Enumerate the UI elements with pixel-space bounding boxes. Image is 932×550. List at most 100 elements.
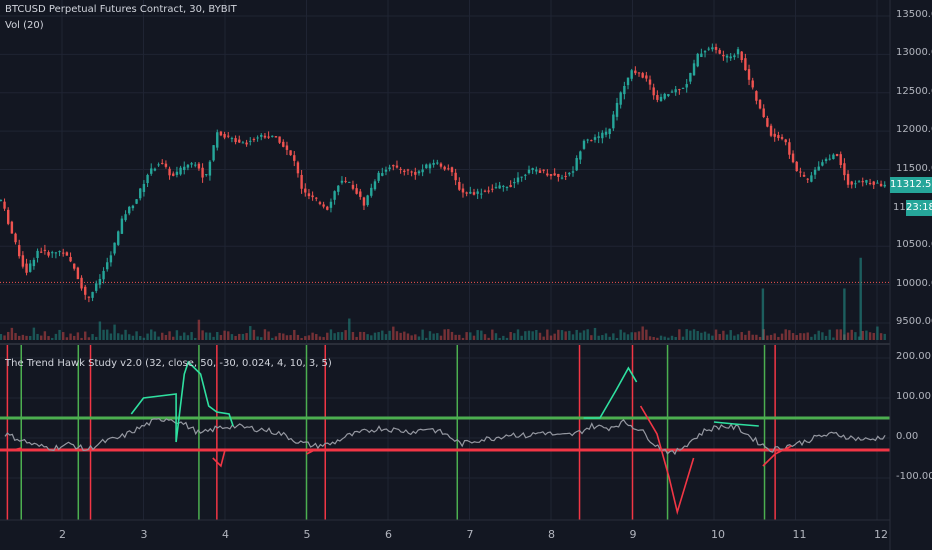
volume-bar <box>197 319 201 340</box>
volume-bar <box>612 333 615 340</box>
countdown-badge: 23:18 <box>906 200 932 216</box>
last-price-badge: 11312.50 <box>890 177 932 193</box>
candle-body <box>406 169 410 171</box>
candle-body <box>436 162 439 164</box>
candle-body <box>733 55 736 58</box>
candle-body <box>326 206 329 210</box>
candle-body <box>223 134 226 138</box>
candle-body <box>766 118 769 127</box>
volume-legend[interactable]: Vol (20) <box>5 20 44 31</box>
candle-body <box>179 167 182 175</box>
volume-bar <box>183 332 186 340</box>
volume-bar <box>113 324 116 340</box>
volume-bar <box>839 329 842 340</box>
volume-bar <box>718 334 721 340</box>
candle-body <box>461 188 465 193</box>
candle-body <box>868 182 872 184</box>
time-axis-label: 2 <box>59 528 66 541</box>
volume-bar <box>153 331 157 340</box>
candle-body <box>168 168 171 176</box>
symbol-legend[interactable]: BTCUSD Perpetual Futures Contract, 30, B… <box>5 4 237 15</box>
volume-bar <box>337 332 340 340</box>
volume-bar <box>465 332 468 340</box>
candle-body <box>425 164 428 169</box>
volume-bar <box>69 333 72 340</box>
candle-body <box>98 279 102 285</box>
candle-body <box>65 252 69 256</box>
volume-bar <box>758 336 762 340</box>
candle-body <box>241 142 245 144</box>
candle-body <box>443 166 446 170</box>
volume-bar <box>142 337 146 340</box>
candle-body <box>788 142 791 155</box>
candle-body <box>14 233 17 243</box>
volume-bar <box>146 333 149 340</box>
candle-body <box>839 154 842 166</box>
volume-bar <box>289 335 292 340</box>
volume-bar <box>725 334 729 340</box>
candle-body <box>73 263 76 269</box>
trend-down-segment <box>639 405 695 516</box>
candle-body <box>194 164 197 166</box>
volume-bar <box>205 332 208 340</box>
volume-bar <box>395 331 399 340</box>
volume-bar <box>879 333 883 340</box>
candle-body <box>25 263 28 273</box>
candle-body <box>3 201 6 209</box>
volume-spike <box>843 288 846 340</box>
candle-body <box>513 182 516 184</box>
volume-bar <box>278 332 281 340</box>
volume-bar <box>516 329 520 340</box>
volume-bar <box>604 333 608 340</box>
volume-bar <box>410 335 413 340</box>
candle-body <box>84 286 87 295</box>
volume-bar <box>18 335 21 340</box>
candle-body <box>575 158 578 171</box>
volume-bar <box>681 336 685 340</box>
volume-bar <box>329 329 333 340</box>
volume-bar <box>766 335 769 340</box>
volume-bar <box>436 333 439 340</box>
candle-body <box>586 139 589 141</box>
candle-body <box>256 137 259 139</box>
volume-bar <box>307 335 311 340</box>
volume-bar <box>322 337 325 340</box>
volume-bar <box>685 329 688 340</box>
volume-bar <box>14 333 17 340</box>
candle-body <box>40 251 43 253</box>
price-axis-label: 12500.00 <box>896 85 932 97</box>
volume-bar <box>586 329 589 340</box>
candle-body <box>619 92 622 105</box>
volume-bar <box>780 333 784 340</box>
volume-bar <box>648 336 652 340</box>
volume-bar <box>73 335 76 340</box>
candle-body <box>381 173 384 176</box>
indicator-axis-label: 100.00 <box>896 391 931 402</box>
volume-bar <box>810 336 813 340</box>
volume-bar <box>98 321 102 340</box>
candle-body <box>579 151 582 160</box>
indicator-legend[interactable]: The Trend Hawk Study v2.0 (32, close, 50… <box>5 358 332 369</box>
volume-bar <box>315 334 318 340</box>
volume-bar <box>824 335 828 340</box>
volume-bar <box>252 329 256 340</box>
volume-bar <box>634 332 637 340</box>
time-axis-label: 6 <box>385 528 392 541</box>
volume-bar <box>667 337 670 340</box>
volume-bar <box>846 332 850 340</box>
candle-body <box>843 163 846 176</box>
candle-body <box>252 139 256 141</box>
candle-body <box>601 132 604 139</box>
volume-bar <box>619 329 622 340</box>
volume-bar <box>150 329 153 340</box>
volume-bar <box>425 337 428 340</box>
volume-bar <box>293 329 296 340</box>
candle-body <box>480 193 483 195</box>
volume-bar <box>821 332 824 340</box>
candle-body <box>714 46 718 50</box>
volume-bar <box>212 336 215 340</box>
volume-bar <box>117 333 120 340</box>
volume-bar <box>487 337 490 340</box>
candle-body <box>135 199 138 204</box>
